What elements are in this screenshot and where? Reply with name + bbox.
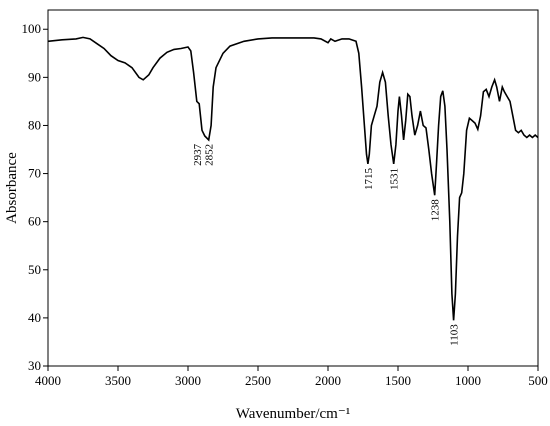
spectrum-line [47, 36, 539, 321]
y-tick-label: 40 [28, 310, 41, 325]
x-tick-label: 2000 [315, 373, 341, 388]
peak-label: 1238 [430, 199, 442, 222]
y-tick-label: 100 [22, 21, 42, 36]
peak-label: 1531 [389, 168, 401, 190]
x-tick-label: 500 [528, 373, 548, 388]
x-tick-label: 4000 [35, 373, 61, 388]
x-tick-label: 3000 [175, 373, 201, 388]
y-tick-label: 90 [28, 69, 41, 84]
x-tick-label: 3500 [105, 373, 131, 388]
y-axis-label: Absorbance [4, 152, 20, 224]
plot-frame [47, 9, 539, 367]
peak-label: 2937 [192, 143, 204, 166]
y-tick-label: 60 [28, 214, 41, 229]
x-tick-label: 2500 [245, 373, 271, 388]
y-tick-label: 30 [28, 358, 41, 373]
peak-label: 2852 [204, 144, 216, 166]
x-tick-label: 1000 [455, 373, 481, 388]
y-tick-label: 50 [28, 262, 41, 277]
peak-label: 1103 [449, 324, 461, 346]
peak-label: 1715 [363, 167, 375, 190]
x-tick-label: 1500 [385, 373, 411, 388]
x-axis-label: Wavenumber/cm⁻¹ [236, 406, 351, 422]
y-tick-label: 70 [28, 166, 41, 181]
y-tick-label: 80 [28, 117, 41, 132]
